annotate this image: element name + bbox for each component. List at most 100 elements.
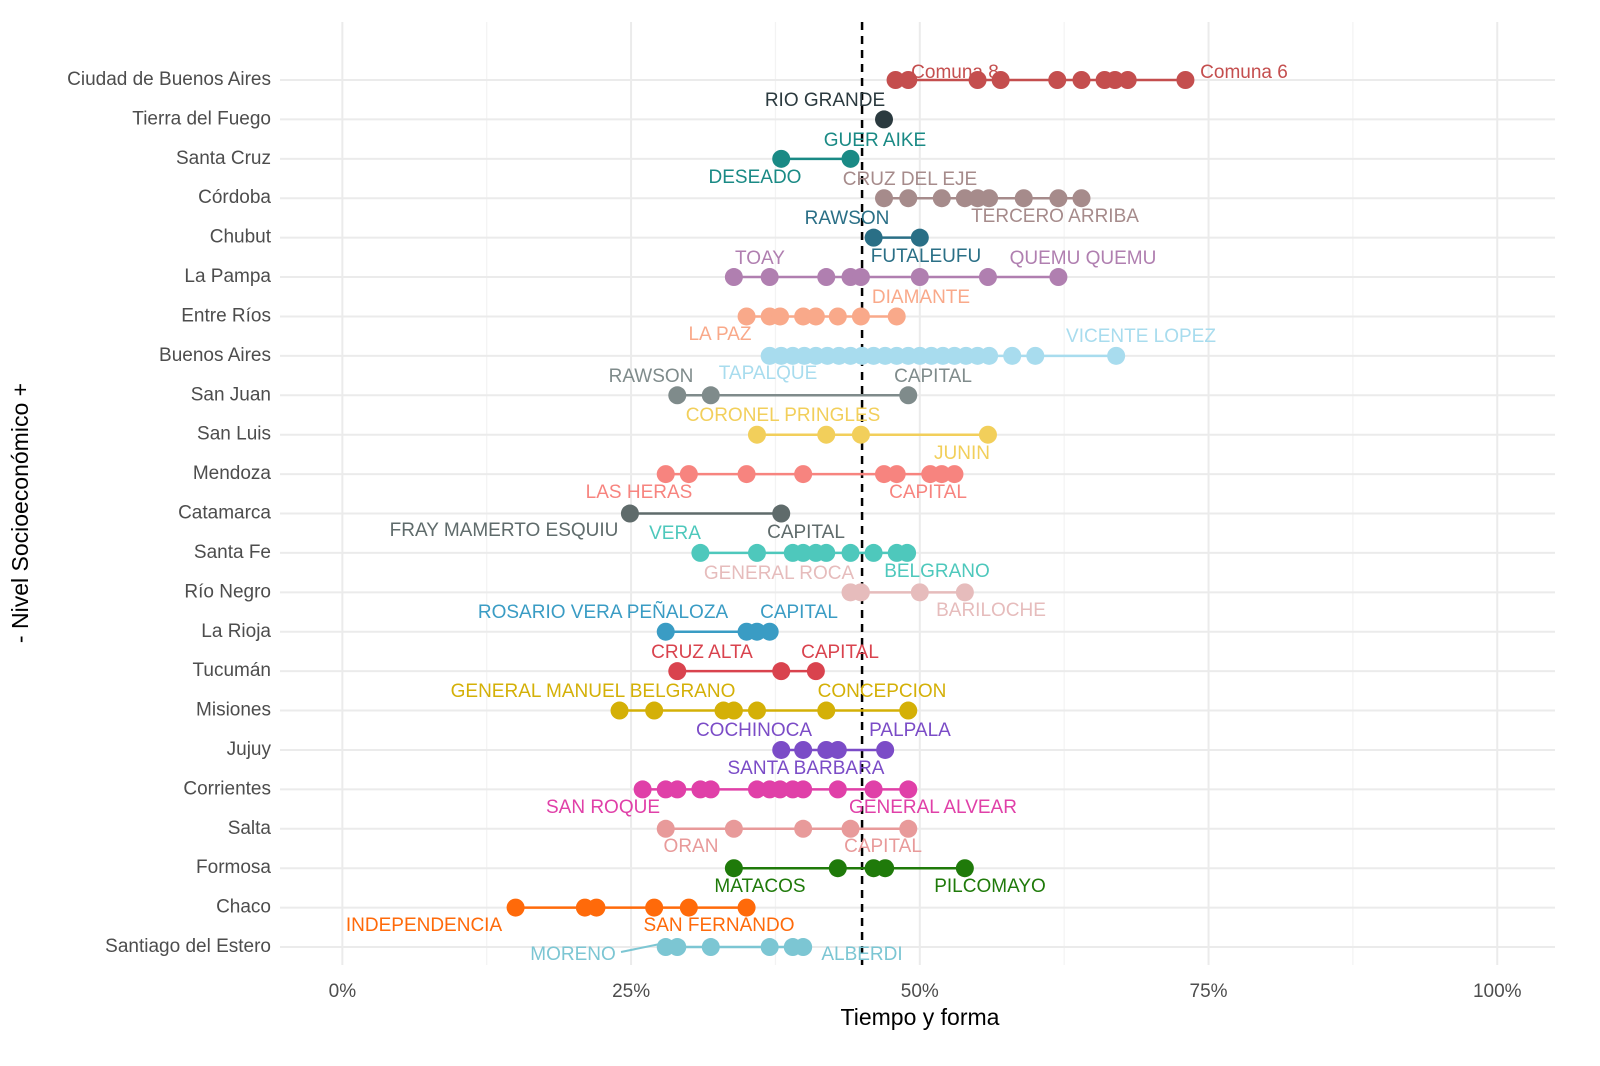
point — [875, 189, 894, 208]
point — [645, 898, 664, 917]
point — [737, 465, 756, 484]
y-tick-label: Santiago del Estero — [105, 936, 271, 957]
point — [587, 898, 606, 917]
point — [1072, 189, 1091, 208]
point-label: ROSARIO VERA PEÑALOZA — [478, 601, 729, 623]
point — [955, 189, 974, 208]
point — [1118, 71, 1137, 89]
point — [886, 71, 905, 89]
point — [828, 780, 847, 799]
point-label: QUEMU QUEMU — [1010, 248, 1157, 269]
point — [760, 938, 779, 957]
point — [968, 71, 987, 89]
y-tick-label: Santa Fe — [194, 542, 271, 563]
point-label: VERA — [649, 523, 701, 544]
point-label: CAPITAL — [760, 602, 838, 623]
point — [991, 71, 1010, 89]
point-label: SANTA BARBARA — [728, 758, 885, 779]
point — [1072, 71, 1091, 89]
point — [668, 662, 687, 681]
point-label: JUNIN — [934, 443, 990, 464]
point — [668, 780, 687, 799]
point — [656, 622, 675, 641]
point — [875, 465, 894, 484]
point — [980, 189, 999, 208]
point — [679, 898, 698, 917]
point — [656, 819, 675, 838]
y-tick-label: San Juan — [191, 384, 271, 405]
point-label: PALPALA — [869, 720, 951, 741]
point-label: BARILOCHE — [936, 600, 1046, 621]
y-tick-label: Salta — [228, 818, 272, 839]
point-label: CAPITAL — [844, 836, 922, 857]
point-label: CORONEL PRINGLES — [686, 405, 881, 426]
point — [747, 425, 766, 444]
point — [1014, 189, 1033, 208]
point — [724, 819, 743, 838]
x-tick-label: 0% — [329, 981, 357, 1002]
point-label: COCHINOCA — [696, 720, 812, 741]
y-tick-label: Jujuy — [227, 739, 272, 760]
point-label: ALBERDI — [821, 944, 902, 965]
point — [737, 898, 756, 917]
point-label: GENERAL MANUEL BELGRANO — [451, 681, 736, 702]
point — [806, 307, 825, 326]
point — [668, 386, 687, 405]
point — [772, 149, 791, 168]
point — [899, 701, 918, 720]
point — [1049, 189, 1068, 208]
y-tick-label: Misiones — [196, 700, 271, 721]
point — [980, 346, 999, 365]
point — [978, 268, 997, 287]
point — [724, 701, 743, 720]
point-label: CRUZ ALTA — [651, 642, 753, 663]
point-label: PILCOMAYO — [934, 876, 1046, 897]
y-tick-label: Córdoba — [198, 187, 271, 208]
point — [794, 740, 813, 759]
point — [899, 71, 918, 89]
point — [876, 859, 895, 878]
label-connector — [620, 943, 661, 953]
point — [772, 740, 791, 759]
point-label: GUER AIKE — [824, 130, 926, 151]
point — [771, 307, 790, 326]
point — [955, 583, 974, 602]
x-tick-label: 100% — [1473, 981, 1522, 1002]
point — [851, 268, 870, 287]
point-label: INDEPENDENCIA — [346, 915, 503, 936]
point — [679, 465, 698, 484]
point-label: VICENTE LOPEZ — [1066, 326, 1216, 347]
point — [794, 307, 813, 326]
point-label: DESEADO — [709, 167, 802, 188]
point — [610, 701, 629, 720]
point — [1026, 346, 1045, 365]
point — [955, 859, 974, 878]
point — [691, 543, 710, 562]
point — [772, 662, 791, 681]
point-label: CAPITAL — [889, 482, 967, 503]
point — [978, 425, 997, 444]
point — [828, 307, 847, 326]
point — [1048, 71, 1067, 89]
point — [910, 228, 929, 247]
point-label: Comuna 8 — [911, 62, 999, 83]
y-tick-label: Corrientes — [183, 778, 271, 799]
point — [817, 701, 836, 720]
y-tick-label: Chaco — [216, 897, 271, 918]
point — [794, 465, 813, 484]
point — [817, 268, 836, 287]
y-axis-title: - Nivel Socioeconómico + — [7, 383, 33, 643]
point-label: RIO GRANDE — [765, 90, 885, 111]
point — [794, 543, 813, 562]
y-tick-label: Formosa — [196, 857, 271, 878]
point-label: SAN FERNANDO — [644, 915, 795, 936]
point — [817, 425, 836, 444]
point — [620, 504, 639, 523]
point — [945, 465, 964, 484]
point — [771, 780, 790, 799]
y-tick-label: Catamarca — [178, 503, 271, 524]
point — [794, 780, 813, 799]
point-label: FRAY MAMERTO ESQUIU — [390, 520, 619, 541]
point-label: GENERAL ALVEAR — [849, 797, 1017, 818]
